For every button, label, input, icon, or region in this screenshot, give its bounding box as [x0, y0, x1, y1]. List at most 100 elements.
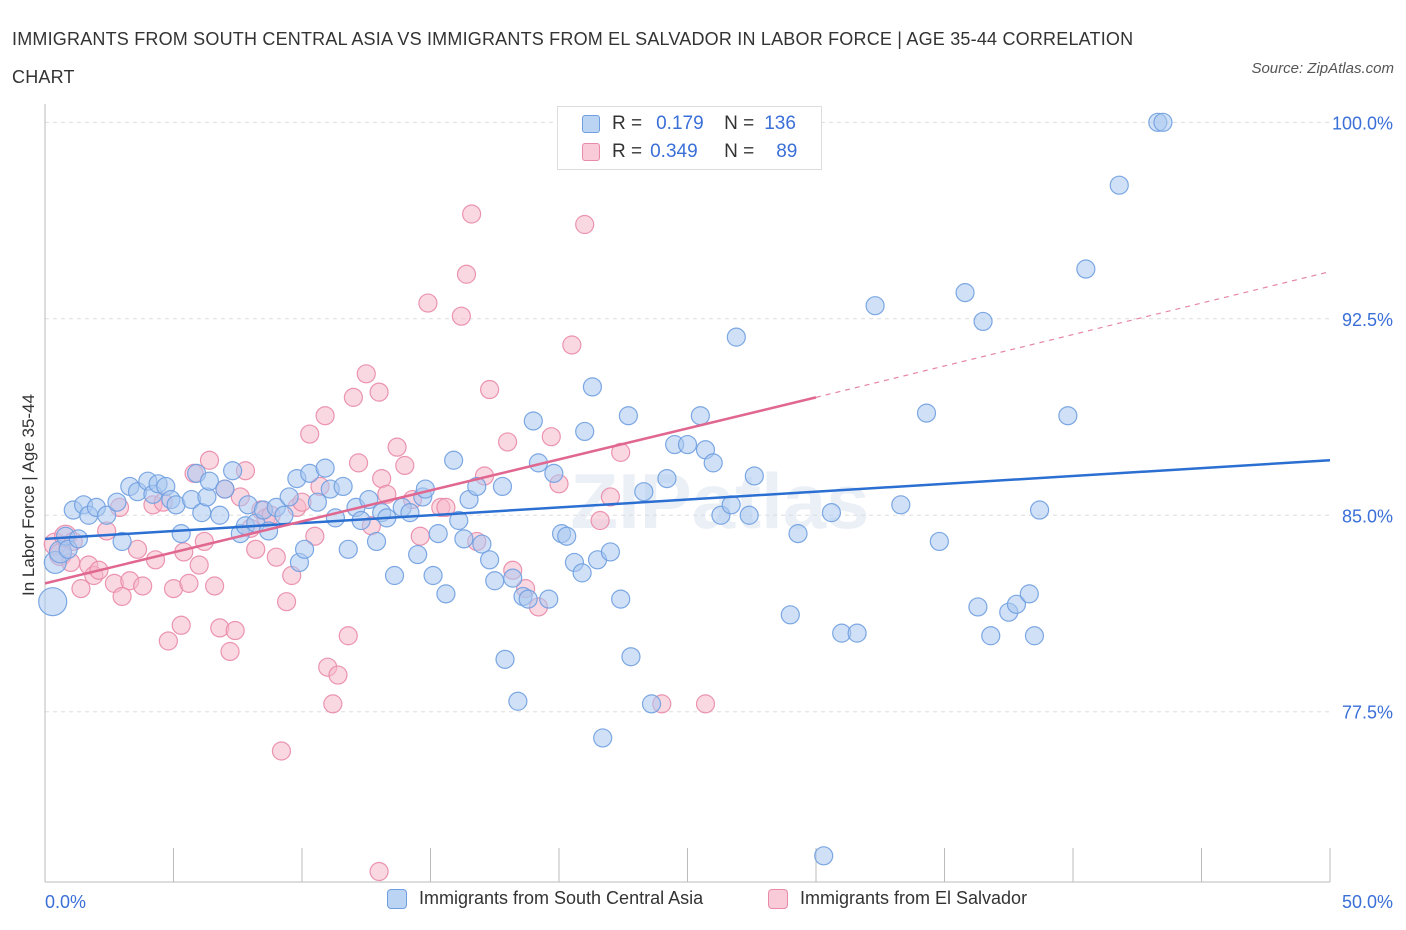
pink-point [410, 526, 430, 546]
stats-legend: R = 0.179 N = 136 R = 0.349 N = 89 [557, 106, 822, 170]
pink-point [133, 576, 153, 596]
axes [44, 104, 1331, 883]
blue-point [454, 529, 474, 549]
blue-point [315, 458, 335, 478]
blue-point [436, 584, 456, 604]
legend-item-south-central-asia[interactable]: Immigrants from South Central Asia [387, 888, 703, 909]
blue-point [1109, 175, 1129, 195]
x-tick-label-min: 0.0% [45, 892, 86, 912]
y-tick-label: 77.5% [1342, 703, 1393, 723]
pink-point [225, 620, 245, 641]
blue-point [657, 468, 677, 489]
blue-point [444, 450, 464, 470]
x-tick-label-max: 50.0% [1342, 892, 1393, 912]
pink-point [112, 586, 132, 607]
pink-point [171, 615, 191, 635]
legend-label: Immigrants from El Salvador [800, 888, 1028, 908]
blue-point [929, 531, 949, 552]
pink-point [356, 364, 376, 384]
blue-point [1058, 406, 1078, 426]
blue-point [814, 846, 834, 866]
blue-point [485, 571, 505, 591]
blue-point [197, 487, 217, 507]
trend-line-el-salvador-extension [815, 271, 1331, 398]
blue-point [384, 565, 405, 586]
pink-point [246, 539, 266, 559]
blue-point [492, 476, 513, 497]
r-value: 0.349 [650, 141, 698, 162]
pink-point [276, 592, 297, 612]
blue-point [408, 544, 428, 565]
blue-point [865, 296, 885, 316]
blue-swatch [582, 115, 600, 133]
blue-point [366, 531, 387, 552]
blue-point [423, 565, 443, 586]
legend-item-el-salvador[interactable]: Immigrants from El Salvador [768, 888, 1027, 909]
pink-point [271, 741, 292, 761]
blue-point [1024, 626, 1045, 646]
blue-point [557, 526, 577, 546]
blue-point [703, 453, 723, 473]
pink-point [194, 531, 214, 552]
blue-point [641, 694, 662, 714]
blue-point [572, 563, 592, 583]
blue-point [593, 728, 613, 748]
blue-point [916, 403, 937, 423]
blue-point [472, 534, 492, 554]
blue-point [333, 476, 353, 497]
blue-point [968, 597, 988, 617]
blue-point [215, 479, 235, 499]
y-tick-labels: 77.5% 85.0% 92.5% 100.0% [1332, 113, 1393, 722]
pink-point [127, 539, 148, 559]
pink-swatch [582, 143, 600, 161]
pink-point [220, 641, 240, 662]
stats-row-blue: R = 0.179 N = 136 [582, 110, 796, 138]
pink-point [498, 432, 518, 452]
blue-point [600, 542, 621, 562]
blue-point [739, 505, 759, 525]
pink-point [695, 694, 716, 714]
y-tick-label: 85.0% [1342, 506, 1393, 526]
trend-lines [44, 271, 1331, 585]
pink-point [462, 204, 482, 224]
blue-point [495, 649, 515, 669]
pink-point [395, 455, 415, 476]
pink-point [562, 335, 582, 355]
blue-point [544, 463, 564, 483]
pink-point [575, 214, 595, 235]
y-axis-label: In Labor Force | Age 35-44 [19, 394, 38, 596]
pink-point [541, 427, 561, 447]
pink-point [590, 510, 610, 531]
blue-point [171, 524, 191, 544]
n-value: 89 [776, 141, 798, 162]
blue-point [518, 589, 538, 609]
pink-point [145, 550, 166, 570]
n-label: N = [724, 113, 755, 134]
blue-point [480, 550, 500, 570]
blue-point [307, 492, 328, 512]
blue-point [1076, 259, 1096, 279]
pink-point [158, 631, 178, 651]
blue-point [112, 531, 132, 552]
blue-swatch [387, 888, 407, 909]
pink-point [189, 555, 209, 575]
pink-swatch [768, 888, 788, 909]
source-label: Source: ZipAtlas.com [1251, 60, 1394, 77]
y-tick-label: 92.5% [1342, 310, 1393, 330]
blue-point [338, 539, 358, 559]
n-label: N = [724, 141, 755, 162]
blue-point [788, 524, 808, 544]
pink-point [300, 424, 320, 444]
pink-point [328, 665, 348, 685]
blue-point [955, 283, 975, 303]
blue-point [973, 311, 993, 332]
pink-point [315, 406, 335, 426]
pink-point [418, 293, 438, 313]
pink-point [480, 379, 500, 400]
pink-point [305, 526, 325, 546]
blue-point [726, 327, 746, 347]
blue-point [449, 510, 469, 531]
blue-point [97, 505, 117, 525]
blue-point [428, 524, 448, 544]
r-label: R = [612, 113, 643, 134]
